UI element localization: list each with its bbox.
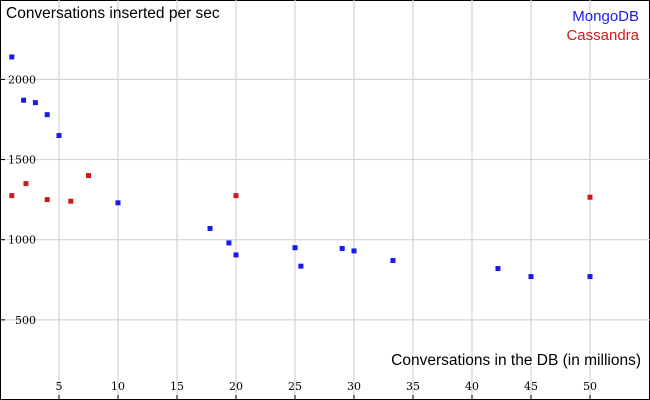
cassandra-point	[68, 198, 74, 204]
cassandra-point	[44, 197, 50, 203]
tick-labels: 5 10 15 20 25 30 35 40 45 50 500 1000 1500 2000	[8, 73, 597, 393]
x-tick-label: 25	[288, 380, 302, 393]
y-tick-label: 1500	[8, 154, 36, 167]
cassandra-point	[9, 193, 15, 199]
legend-entry-cassandra: Cassandra	[566, 27, 639, 44]
x-tick-label: 20	[229, 380, 243, 393]
legend-entry-mongodb: MongoDB	[572, 8, 639, 25]
mongodb-point	[115, 200, 121, 206]
x-axis-label: Conversations in the DB (in millions)	[391, 352, 641, 369]
y-tick-label: 500	[15, 314, 36, 327]
mongodb-point	[292, 245, 298, 251]
mongodb-point	[32, 100, 38, 106]
mongodb-point	[9, 54, 15, 60]
mongodb-point	[56, 133, 62, 139]
x-tick-label: 30	[347, 380, 361, 393]
y-tick-label: 2000	[8, 73, 36, 86]
mongodb-point	[339, 246, 345, 252]
x-tick-label: 10	[111, 380, 125, 393]
y-axis-label: Conversations inserted per sec	[6, 5, 220, 22]
mongodb-point	[351, 248, 357, 254]
x-tick-label: 5	[56, 380, 63, 393]
legend: MongoDB Cassandra	[566, 7, 639, 45]
x-tick-label: 45	[524, 380, 538, 393]
mongodb-point	[298, 263, 304, 269]
mongodb-point	[44, 112, 50, 118]
x-tick-label: 15	[170, 380, 184, 393]
y-tick-label: 1000	[8, 234, 36, 247]
x-tick-label: 35	[406, 380, 420, 393]
mongodb-point	[233, 252, 239, 258]
x-tick-label: 50	[583, 380, 597, 393]
mongodb-point	[21, 97, 27, 103]
mongodb-point	[495, 266, 501, 272]
data-points	[9, 54, 593, 280]
cassandra-point	[233, 193, 239, 199]
cassandra-point	[86, 173, 91, 179]
mongodb-point	[390, 258, 396, 264]
mongodb-point	[207, 225, 213, 231]
cassandra-point	[587, 194, 593, 200]
mongodb-point	[226, 240, 232, 246]
mongodb-point	[587, 274, 593, 280]
mongodb-point	[528, 274, 534, 280]
x-tick-label: 40	[465, 380, 479, 393]
cassandra-point	[23, 181, 29, 187]
